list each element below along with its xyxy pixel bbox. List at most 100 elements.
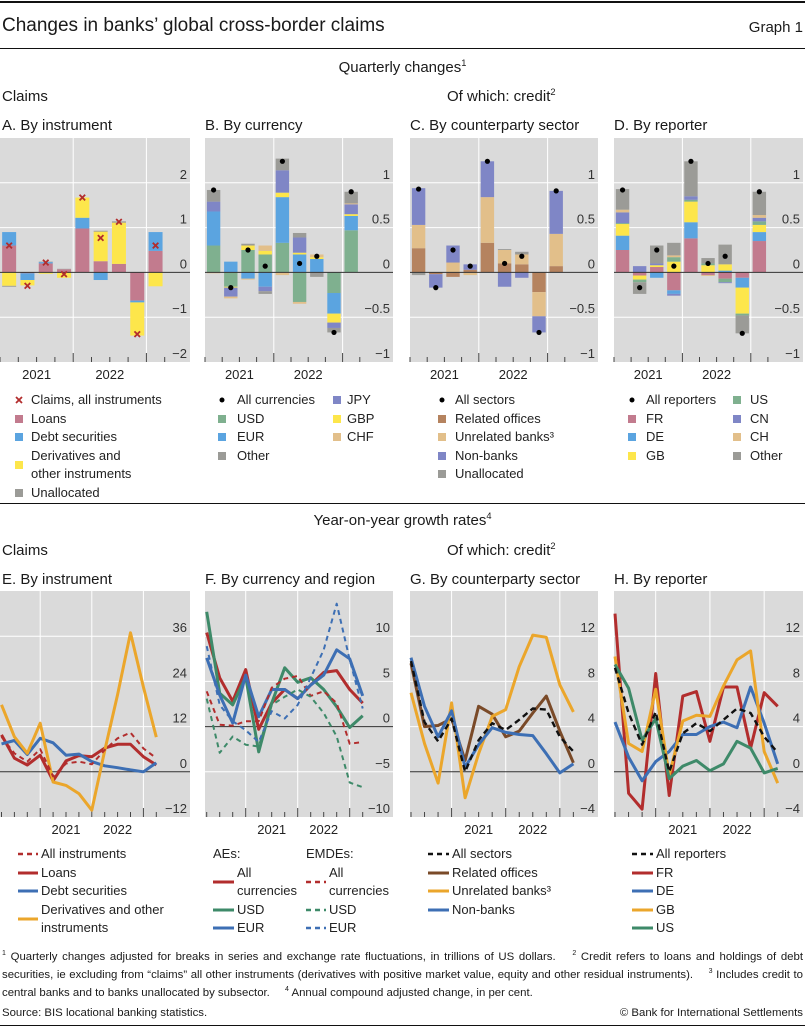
bar-segment-eur bbox=[327, 293, 341, 314]
legend-label: CH bbox=[750, 429, 769, 444]
y-tick-label: 12 bbox=[786, 620, 800, 635]
line-unrelated-banks bbox=[409, 633, 575, 800]
panel-title-a: A. By instrument bbox=[2, 117, 113, 134]
footnote-number: 1 bbox=[2, 950, 6, 958]
bar-segment-derivatives-and-other-instruments bbox=[20, 280, 35, 286]
bar-segment-gbp bbox=[327, 313, 341, 323]
legend-label: All reporters bbox=[656, 846, 727, 861]
bar-segment-fr bbox=[684, 238, 698, 273]
bar-segment-usd bbox=[241, 250, 255, 273]
x-tick-label: 2021 bbox=[668, 822, 697, 837]
bar-segment-jpy bbox=[206, 201, 221, 212]
total-marker-all-currencies bbox=[245, 247, 251, 253]
bar-segment-gb bbox=[701, 265, 715, 273]
footnote-4: 4 Annual compound adjusted change, in pe… bbox=[285, 986, 533, 999]
bar-segment-fr bbox=[615, 250, 630, 273]
bar-segment-non-banks bbox=[429, 274, 443, 288]
bar-segment-usd bbox=[327, 272, 341, 294]
bar-segment-eur bbox=[206, 211, 221, 246]
legend-item: FR bbox=[632, 864, 726, 883]
bar-segment-derivatives-and-other-instruments bbox=[148, 272, 163, 287]
bar-segment-loans bbox=[2, 245, 17, 273]
legend-item: Loans bbox=[18, 864, 164, 883]
legend-g-by-counterparty-sector-column: All sectors Related offices Unrelated bank… bbox=[428, 845, 551, 919]
footnote-1: 1 Quarterly changes adjusted for breaks … bbox=[2, 950, 556, 963]
footnote-text: Annual compound adjusted change, in per … bbox=[291, 987, 533, 999]
square-marker-icon bbox=[628, 414, 636, 423]
total-marker-all-currencies bbox=[314, 253, 320, 259]
bar-segment-other bbox=[292, 232, 307, 238]
legend-label: Loans bbox=[31, 410, 67, 426]
square-marker-icon bbox=[733, 396, 741, 405]
y-tick-label: −1 bbox=[375, 346, 390, 361]
y-tick-label: 1 bbox=[180, 212, 187, 227]
legend-b-by-currency-column: JPY GBP CHF bbox=[333, 391, 374, 447]
legend-item: Related offices bbox=[438, 410, 554, 429]
bar-segment-other bbox=[241, 243, 255, 246]
bar-segment-debt-securities bbox=[2, 232, 17, 246]
bar-segment-de bbox=[735, 277, 749, 288]
panel-title-e: E. By instrument bbox=[2, 571, 113, 588]
panel-title-h: H. By reporter bbox=[614, 571, 708, 588]
bar-segment-non-banks bbox=[549, 190, 563, 234]
solid-line-swatch-icon bbox=[428, 871, 449, 875]
dot-marker-icon bbox=[218, 396, 226, 404]
legend-b-by-currency-column: All currencies USD EUR Other bbox=[218, 391, 315, 465]
solid-line-swatch-icon bbox=[213, 908, 234, 912]
legend-label: Non-banks bbox=[452, 901, 515, 917]
legend-item: Claims, all instruments bbox=[15, 391, 162, 410]
square-marker-icon bbox=[733, 433, 741, 442]
bar-segment-debt-securities bbox=[75, 217, 90, 229]
y-tick-label: 0.5 bbox=[372, 212, 390, 227]
legend-item: JPY bbox=[333, 391, 374, 410]
y-tick-label: −2 bbox=[172, 346, 187, 361]
total-marker-all-reporters bbox=[722, 253, 728, 259]
total-marker-all-sectors bbox=[450, 247, 456, 253]
bar-segment-ch bbox=[752, 215, 767, 218]
bar-segment-ch bbox=[701, 275, 715, 276]
bar-segment-fr bbox=[650, 267, 664, 273]
legend-item: CN bbox=[733, 410, 783, 429]
footnote-3: 3 Includes credit to central banks and t… bbox=[2, 968, 803, 999]
bar-segment-derivatives-and-other-instruments bbox=[38, 272, 53, 274]
x-tick-label: 2022 bbox=[518, 822, 547, 837]
legend-label: CN bbox=[750, 410, 769, 426]
square-marker-icon bbox=[733, 414, 741, 423]
bar-segment-other bbox=[310, 272, 324, 277]
x-tick-label: 2021 bbox=[22, 367, 51, 382]
footnote-ref: 2 bbox=[550, 541, 556, 551]
total-marker-all-currencies bbox=[262, 263, 268, 269]
group-title-text: Of which: credit bbox=[447, 88, 551, 105]
total-marker-all-sectors bbox=[519, 253, 525, 259]
y-tick-label: 36 bbox=[173, 620, 187, 635]
legend-label: Debt securities bbox=[41, 883, 127, 898]
y-tick-label: 0 bbox=[588, 756, 595, 771]
bar-segment-eur bbox=[275, 197, 290, 243]
bar-segment-gb bbox=[650, 265, 664, 268]
legend-item: EUR bbox=[218, 428, 315, 447]
legend-item: Other bbox=[733, 447, 783, 466]
y-tick-label: 24 bbox=[173, 665, 187, 680]
total-marker-claims-all-instruments bbox=[152, 242, 159, 249]
bar-segment-non-banks bbox=[480, 161, 495, 198]
square-marker-icon bbox=[15, 433, 23, 442]
bar-segment-de bbox=[718, 270, 732, 273]
total-marker-all-sectors bbox=[536, 329, 542, 336]
solid-line-swatch-icon bbox=[632, 908, 653, 912]
legend-e-by-instrument-column: All instruments Loans Debt securities Deriv… bbox=[18, 845, 164, 938]
total-marker-all-reporters bbox=[654, 247, 660, 253]
x-tick-label: 2021 bbox=[430, 367, 459, 382]
bar-segment-cn bbox=[650, 263, 664, 266]
line-aes-usd bbox=[205, 611, 364, 754]
bottom-rule bbox=[0, 1025, 805, 1026]
legend-label: EUR bbox=[329, 920, 357, 935]
footnote-2: 2 Credit refers to loans and holdings of… bbox=[2, 950, 803, 981]
bar-segment-non-banks bbox=[532, 316, 546, 333]
footnotes: 1 Quarterly changes adjusted for breaks … bbox=[2, 948, 803, 1002]
group-title-claims: Claims bbox=[2, 542, 48, 559]
legend-label: DE bbox=[656, 883, 675, 898]
bar-segment-non-banks bbox=[515, 272, 529, 278]
legend-label: All currencies bbox=[237, 864, 297, 899]
bar-segment-unrelated-banks bbox=[497, 250, 512, 264]
